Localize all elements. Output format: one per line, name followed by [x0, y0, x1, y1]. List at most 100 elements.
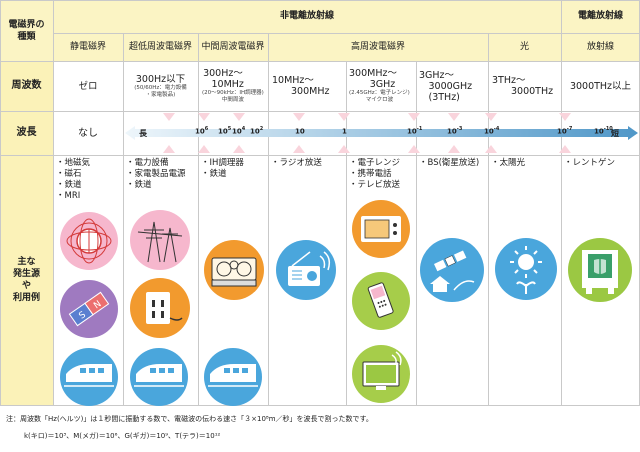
source-item: 電力設備 [126, 158, 198, 169]
row-label-column [0, 61, 53, 406]
grid-line [268, 33, 269, 406]
wavelength-short-label: 短 [611, 129, 619, 138]
category-elf: 超低周波電磁界 [123, 33, 198, 61]
source-item: 鉄道 [126, 180, 198, 191]
sources-cell-bs: BS(衛星放送) [416, 155, 488, 405]
source-item: 磁石 [56, 169, 123, 180]
row-label-sources: 主な 発生源 や 利用例 [0, 155, 53, 405]
freq-value: 300Hz〜 10MHz [203, 68, 244, 90]
freq-value: 3GHz〜 3000GHz (3THz) [419, 69, 473, 103]
wavelength-tick: 105 [218, 126, 232, 136]
category-light: 光 [488, 33, 561, 61]
source-item: 鉄道 [56, 180, 123, 191]
category-if: 中間周波電磁界 [198, 33, 268, 61]
nonionizing-label: 非電離放射線 [279, 11, 334, 21]
category-static: 静電磁界 [53, 33, 123, 61]
earth-magnetic-field-icon [60, 212, 118, 270]
category-label: 静電磁界 [69, 41, 106, 52]
freq-cell: ゼロ [53, 61, 123, 111]
freq-note: (20〜90kHz：IH調理器) 中間周波 [202, 90, 264, 103]
x-ray-machine-icon [568, 238, 632, 302]
source-item: IH調理器 [201, 158, 268, 169]
freq-cell: 3THz〜 3000THz [488, 61, 561, 111]
wavelength-tick: 10-4 [484, 126, 500, 136]
source-item: BS(衛星放送) [419, 158, 488, 169]
source-item: 地磁気 [56, 158, 123, 169]
svg-text:S: S [77, 310, 88, 322]
source-list: 太陽光 [488, 155, 561, 169]
wavelength-tick: 10-1 [407, 126, 423, 136]
source-item: 鉄道 [201, 169, 268, 180]
grid-line [198, 33, 199, 406]
radio-icon [276, 240, 336, 300]
grid-line [0, 111, 640, 112]
microwave-oven-icon [352, 200, 410, 258]
grid-line [0, 155, 640, 156]
grid-line [53, 33, 640, 34]
grid-line [561, 0, 562, 406]
source-list: ラジオ放送 [268, 155, 346, 169]
header-band [0, 0, 640, 61]
source-list: レントゲン [561, 155, 640, 169]
wavelength-tick: 106 [195, 126, 209, 136]
source-item: 太陽光 [491, 158, 561, 169]
source-list: 電子レンジ 携帯電話 テレビ放送 [346, 155, 416, 191]
wavelength-long-label: 長 [139, 129, 147, 138]
mobile-phone-icon [352, 272, 410, 330]
sources-cell-if: IH調理器 鉄道 [198, 155, 268, 405]
row-label-frequency: 周波数 [0, 61, 53, 111]
sun-icon [495, 238, 557, 300]
sources-cell-static: 地磁気 磁石 鉄道 MRI [53, 155, 123, 405]
grid-line [0, 405, 640, 406]
grid-line [488, 33, 489, 406]
power-tower-icon [130, 210, 190, 270]
grid-line [0, 0, 1, 406]
wavelength-tick: 102 [250, 126, 264, 136]
freq-value: 10MHz〜 300MHz [272, 75, 330, 97]
train-icon [60, 348, 118, 406]
television-icon [352, 345, 410, 403]
row-label-text: 周波数 [11, 80, 42, 91]
freq-cell: 300Hz〜 10MHz (20〜90kHz：IH調理器) 中間周波 [198, 61, 268, 111]
category-label: 超低周波電磁界 [128, 41, 192, 52]
grid-line [0, 61, 640, 62]
footnote-line-1: 注：周波数「Hz(ヘルツ)」は１秒間に振動する数で、電磁波の伝わる速さ「３×10… [6, 415, 373, 423]
category-rf: 高周波電磁界 [268, 33, 488, 61]
svg-text:N: N [92, 299, 103, 311]
freq-cell: 300MHz〜 3GHz (2.45GHz：電子レンジ) マイクロ波 [346, 61, 416, 111]
wavelength-none: なし [78, 127, 98, 139]
source-list: IH調理器 鉄道 [198, 155, 268, 180]
freq-note: (50/60Hz：電力設備 ・家電製品) [134, 84, 187, 98]
wavelength-none-cell: なし [53, 111, 123, 155]
freq-value: ゼロ [78, 80, 98, 92]
wavelength-tick: 10-3 [447, 126, 463, 136]
freq-value: 300Hz以下 [135, 73, 186, 85]
grid-line [0, 0, 640, 1]
category-label: 光 [519, 41, 529, 52]
freq-value: 300MHz〜 3GHz [349, 68, 397, 90]
row-label-text: 波長 [16, 127, 37, 138]
ionizing-label: 電離放射線 [577, 11, 623, 21]
source-item: MRI [56, 191, 123, 202]
ionizing-header: 電離放射線 [561, 0, 640, 33]
bar-magnet-icon: S N [60, 280, 118, 338]
power-outlet-icon [130, 278, 190, 338]
sources-cell-microwave: 電子レンジ 携帯電話 テレビ放送 [346, 155, 416, 405]
category-label: 高周波電磁界 [350, 41, 405, 52]
category-label: 放射線 [586, 41, 614, 52]
category-radiation: 放射線 [561, 33, 640, 61]
wavelength-tick: 10-7 [557, 126, 573, 136]
source-item: 家電製品電源 [126, 169, 198, 180]
ih-cooker-icon [204, 240, 264, 300]
footnote-line-2: k(キロ)＝10³、M(メガ)＝10⁶、G(ギガ)＝10⁹、T(テラ)＝10¹² [24, 432, 221, 440]
category-label: 中間周波電磁界 [201, 41, 265, 52]
freq-cell: 3000THz以上 [561, 61, 640, 111]
corner-label: 電磁界の 種類 [0, 0, 53, 61]
wavelength-arrow [125, 113, 638, 153]
freq-value: 3THz〜 3000THz [492, 75, 554, 97]
source-list: 電力設備 家電製品電源 鉄道 [123, 155, 198, 191]
grid-line [416, 61, 417, 406]
wavelength-tick: 1 [342, 127, 347, 136]
sources-cell-elf: 電力設備 家電製品電源 鉄道 [123, 155, 198, 405]
sources-cell-xray: レントゲン [561, 155, 640, 405]
